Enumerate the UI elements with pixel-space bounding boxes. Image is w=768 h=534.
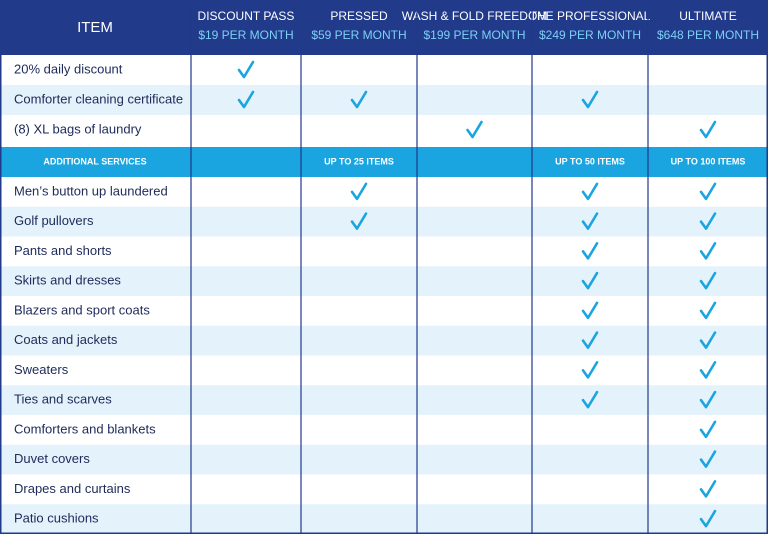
row-bg <box>0 115 768 145</box>
row-bg <box>0 504 768 534</box>
checkmark <box>581 361 599 379</box>
row-bg <box>0 355 768 386</box>
row-label: (8) XL bags of laundry <box>14 121 142 136</box>
plan-price: $59 PER MONTH <box>311 28 406 42</box>
row-bg <box>0 444 768 475</box>
checkmark <box>350 182 368 201</box>
plan-name: ULTIMATE <box>679 9 737 23</box>
checkmark <box>699 480 717 498</box>
checkmark <box>699 450 717 468</box>
header-bg <box>0 0 768 55</box>
row-label: Coats and jackets <box>14 332 118 347</box>
checkmark <box>699 242 717 260</box>
checkmark <box>581 271 599 290</box>
row-bg <box>0 266 768 296</box>
row-label: Duvet covers <box>14 451 90 466</box>
plan-price: $648 PER MONTH <box>657 28 759 42</box>
checkmark <box>237 90 255 109</box>
plan-name: PRESSED <box>330 9 388 23</box>
row-label: 20% daily discount <box>14 61 123 76</box>
row-bg <box>0 236 768 267</box>
checkmark <box>699 212 717 230</box>
checkmark <box>581 242 599 260</box>
plan-price: $19 PER MONTH <box>198 28 293 42</box>
row-bg <box>0 325 768 356</box>
row-bg <box>0 177 768 207</box>
row-bg <box>0 415 768 445</box>
checkmark <box>581 331 599 349</box>
row-label: Blazers and sport coats <box>14 302 150 317</box>
plan-name: THE PROFESSIONAL <box>530 9 651 23</box>
row-bg <box>0 385 768 415</box>
row-label: Comforters and blankets <box>14 421 156 436</box>
checkmark <box>699 420 717 439</box>
checkmark <box>699 509 717 528</box>
row-bg <box>0 474 768 505</box>
row-bg <box>0 85 768 115</box>
section-cell: UP TO 50 ITEMS <box>555 156 625 166</box>
section-label: ADDITIONAL SERVICES <box>43 156 146 166</box>
section-cell: UP TO 25 ITEMS <box>324 156 394 166</box>
checkmark <box>237 60 255 79</box>
item-header: ITEM <box>77 19 113 36</box>
row-bg <box>0 296 768 326</box>
checkmark <box>466 120 483 139</box>
checkmark <box>581 182 599 201</box>
checkmark <box>699 301 717 320</box>
checkmark <box>581 390 599 409</box>
plan-price: $199 PER MONTH <box>423 28 525 42</box>
row-label: Comforter cleaning certificate <box>14 91 183 106</box>
plan-price: $249 PER MONTH <box>539 28 641 42</box>
checkmark <box>699 361 717 379</box>
checkmark <box>350 212 368 230</box>
row-label: Golf pullovers <box>14 213 94 228</box>
checkmark <box>350 90 368 109</box>
checkmark <box>699 182 717 201</box>
checkmark <box>699 390 717 409</box>
section-bg <box>0 147 768 177</box>
checkmark <box>699 271 717 290</box>
section-cell: UP TO 100 ITEMS <box>671 156 746 166</box>
checkmark <box>581 301 599 320</box>
checkmark <box>699 120 717 139</box>
row-label: Patio cushions <box>14 511 99 526</box>
row-bg <box>0 206 768 237</box>
checkmark <box>699 331 717 349</box>
plan-name: WASH & FOLD FREEDOM <box>402 9 548 23</box>
row-label: Men’s button up laundered <box>14 183 168 198</box>
plan-name: DISCOUNT PASS <box>198 9 295 23</box>
row-label: Skirts and dresses <box>14 273 121 288</box>
row-bg <box>0 55 768 85</box>
row-label: Sweaters <box>14 362 69 377</box>
row-label: Drapes and curtains <box>14 481 131 496</box>
checkmark <box>581 212 599 230</box>
row-label: Pants and shorts <box>14 243 112 258</box>
row-label: Ties and scarves <box>14 392 112 407</box>
checkmark <box>581 90 599 109</box>
